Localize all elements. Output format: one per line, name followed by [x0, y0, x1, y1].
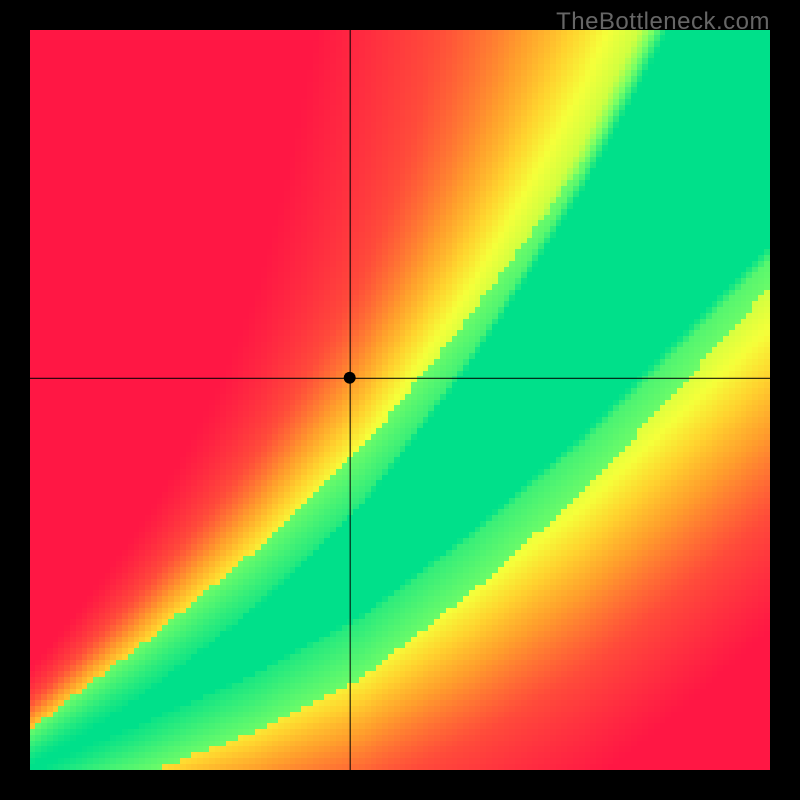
bottleneck-heatmap	[30, 30, 770, 770]
watermark-text: TheBottleneck.com	[556, 8, 770, 36]
heatmap-canvas	[30, 30, 770, 770]
